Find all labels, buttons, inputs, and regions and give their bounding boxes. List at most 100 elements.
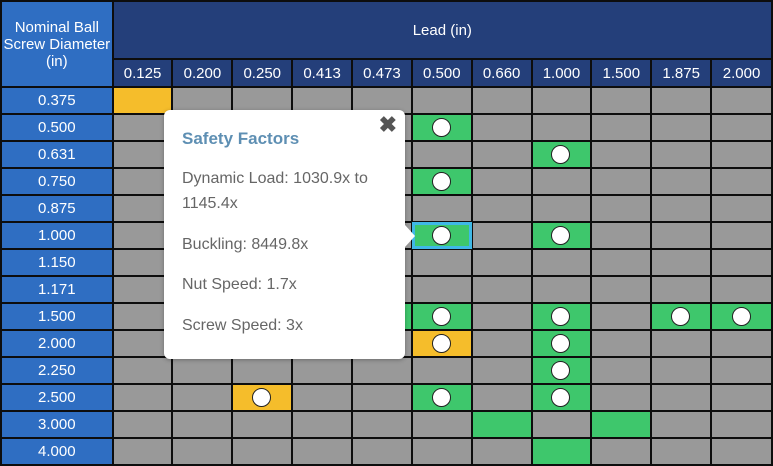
available-cell[interactable] — [650, 302, 713, 331]
unavailable-cell — [590, 140, 653, 169]
lead-column-header: 0.500 — [410, 58, 473, 88]
unavailable-cell — [231, 356, 294, 385]
option-circle-icon[interactable] — [551, 360, 571, 380]
available-cell[interactable] — [530, 140, 593, 169]
unavailable-cell — [710, 221, 773, 250]
nut-speed-text: Nut Speed: 1.7x — [182, 276, 297, 293]
caution-cell[interactable] — [410, 329, 473, 358]
unavailable-cell — [470, 437, 533, 466]
option-circle-icon[interactable] — [731, 306, 751, 326]
unavailable-cell — [410, 248, 473, 277]
unavailable-cell — [590, 86, 653, 115]
lead-header: Lead (in) — [111, 0, 773, 60]
unavailable-cell — [710, 248, 773, 277]
available-cell[interactable] — [410, 167, 473, 196]
diameter-row-header: 1.150 — [0, 248, 114, 277]
option-circle-icon[interactable] — [431, 117, 451, 137]
diameter-row: 2.250 — [0, 356, 773, 385]
unavailable-cell — [351, 356, 413, 385]
option-circle-icon[interactable] — [551, 225, 571, 245]
unavailable-cell — [650, 329, 713, 358]
unavailable-cell — [650, 221, 713, 250]
available-cell[interactable] — [470, 410, 533, 439]
diameter-row-header: 2.500 — [0, 383, 114, 412]
unavailable-cell — [470, 113, 533, 142]
diameter-column-header: Nominal Ball Screw Diameter (in) — [0, 0, 114, 88]
tooltip-title: Safety Factors — [182, 129, 300, 148]
unavailable-cell — [650, 113, 713, 142]
unavailable-cell — [590, 167, 653, 196]
diameter-row-header: 0.750 — [0, 167, 114, 196]
unavailable-cell — [111, 410, 174, 439]
diameter-row-header: 0.375 — [0, 86, 114, 115]
unavailable-cell — [710, 140, 773, 169]
available-cell[interactable] — [710, 302, 773, 331]
available-cell[interactable] — [530, 437, 593, 466]
unavailable-cell — [171, 410, 234, 439]
option-circle-icon[interactable] — [431, 387, 451, 407]
available-cell[interactable] — [410, 113, 473, 142]
unavailable-cell — [470, 275, 533, 304]
unavailable-cell — [410, 410, 473, 439]
safety-factors-tooltip: ✖ Safety Factors Dynamic Load: 1030.9x t… — [164, 110, 415, 359]
unavailable-cell — [111, 167, 174, 196]
lead-column-header: 2.000 — [710, 58, 773, 88]
diameter-row-header: 1.500 — [0, 302, 114, 331]
unavailable-cell — [410, 140, 473, 169]
diameter-row-header: 0.631 — [0, 140, 114, 169]
available-cell[interactable] — [530, 302, 593, 331]
unavailable-cell — [710, 113, 773, 142]
available-cell[interactable] — [530, 329, 593, 358]
caution-cell[interactable] — [231, 383, 294, 412]
diameter-row-header: 0.500 — [0, 113, 114, 142]
unavailable-cell — [171, 383, 234, 412]
lead-column-header: 0.413 — [291, 58, 354, 88]
option-circle-icon[interactable] — [431, 171, 451, 191]
option-circle-icon[interactable] — [431, 333, 451, 353]
unavailable-cell — [650, 437, 713, 466]
diameter-row-header: 1.171 — [0, 275, 114, 304]
available-cell[interactable] — [530, 383, 593, 412]
unavailable-cell — [710, 410, 773, 439]
unavailable-cell — [710, 275, 773, 304]
available-cell[interactable] — [410, 302, 473, 331]
option-circle-icon[interactable] — [551, 333, 571, 353]
unavailable-cell — [111, 302, 174, 331]
available-cell[interactable] — [530, 356, 593, 385]
unavailable-cell — [650, 356, 713, 385]
lead-column-header: 0.473 — [351, 58, 413, 88]
option-circle-icon[interactable] — [671, 306, 691, 326]
option-circle-icon[interactable] — [252, 387, 272, 407]
available-cell[interactable] — [530, 221, 593, 250]
diameter-row-header: 1.000 — [0, 221, 114, 250]
unavailable-cell — [710, 329, 773, 358]
close-icon[interactable]: ✖ — [378, 112, 397, 137]
lead-column-header: 0.250 — [231, 58, 294, 88]
unavailable-cell — [291, 383, 354, 412]
dynamic-load-text: Dynamic Load: 1030.9x to 1145.4x — [182, 170, 368, 212]
unavailable-cell — [530, 410, 593, 439]
option-circle-icon[interactable] — [551, 306, 571, 326]
unavailable-cell — [590, 275, 653, 304]
tooltip-pointer — [405, 225, 415, 247]
caution-cell[interactable] — [111, 86, 174, 115]
unavailable-cell — [590, 437, 653, 466]
unavailable-cell — [410, 356, 473, 385]
option-circle-icon[interactable] — [551, 144, 571, 164]
unavailable-cell — [111, 383, 174, 412]
unavailable-cell — [650, 383, 713, 412]
available-cell[interactable] — [410, 383, 473, 412]
option-circle-icon[interactable] — [431, 306, 451, 326]
option-circle-icon[interactable] — [431, 225, 451, 245]
unavailable-cell — [410, 194, 473, 223]
unavailable-cell — [590, 248, 653, 277]
unavailable-cell — [710, 167, 773, 196]
unavailable-cell — [111, 248, 174, 277]
available-cell[interactable] — [590, 410, 653, 439]
selected-cell[interactable] — [410, 221, 473, 250]
unavailable-cell — [410, 86, 473, 115]
unavailable-cell — [470, 356, 533, 385]
unavailable-cell — [470, 329, 533, 358]
option-circle-icon[interactable] — [551, 387, 571, 407]
unavailable-cell — [470, 140, 533, 169]
